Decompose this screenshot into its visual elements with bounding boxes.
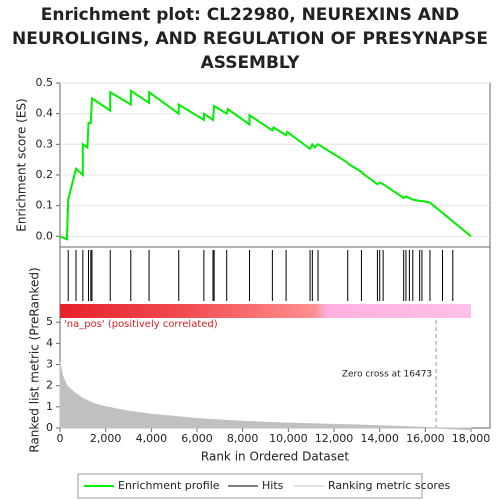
x-tick-label: 10,000	[269, 432, 308, 445]
x-tick-label: 14,000	[360, 432, 399, 445]
chart-title: NEUROLIGINS, AND REGULATION OF PRESYNAPS…	[12, 29, 488, 49]
metric-frame	[59, 246, 491, 429]
metric-area	[59, 362, 472, 431]
y-tick-label: 0	[46, 421, 53, 434]
color-band	[60, 304, 471, 318]
metric-y-label: Ranked list metric (PreRanked)	[28, 267, 42, 452]
x-tick-label: 0	[57, 432, 64, 445]
y-tick-label: 1	[46, 400, 53, 413]
x-tick-label: 8,000	[227, 432, 259, 445]
zero-cross-label: Zero cross at 16473	[342, 370, 432, 380]
legend-entry: Hits	[262, 479, 284, 492]
chart-title: ASSEMBLY	[201, 53, 301, 73]
y-tick-label: 0.5	[36, 76, 54, 89]
x-tick-label: 16,000	[406, 432, 445, 445]
y-tick-label: 3	[46, 358, 53, 371]
y-tick-label: 0.2	[36, 168, 54, 181]
y-tick-label: 0.1	[36, 199, 54, 212]
x-tick-label: 12,000	[315, 432, 354, 445]
enrichment-line	[59, 88, 472, 241]
legend-entry: Ranking metric scores	[328, 479, 450, 492]
chart-title: Enrichment plot: CL22980, NEUREXINS AND	[41, 5, 460, 25]
x-tick-label: 2,000	[90, 432, 122, 445]
y-tick-label: 5	[46, 315, 53, 328]
legend-entry: Enrichment profile	[118, 479, 220, 492]
y-tick-label: 0.0	[36, 229, 54, 242]
x-tick-label: 4,000	[136, 432, 168, 445]
es-y-label: Enrichment score (ES)	[15, 98, 29, 231]
pos-label: 'na_pos' (positively correlated)	[64, 319, 218, 330]
x-tick-label: 18,000	[452, 432, 491, 445]
y-tick-label: 4	[46, 336, 53, 349]
y-tick-label: 0.4	[36, 107, 54, 120]
x-label: Rank in Ordered Dataset	[201, 450, 349, 464]
es-frame	[59, 82, 491, 248]
x-tick-label: 6,000	[181, 432, 213, 445]
y-tick-label: 0.3	[36, 137, 54, 150]
y-tick-label: 2	[46, 379, 53, 392]
